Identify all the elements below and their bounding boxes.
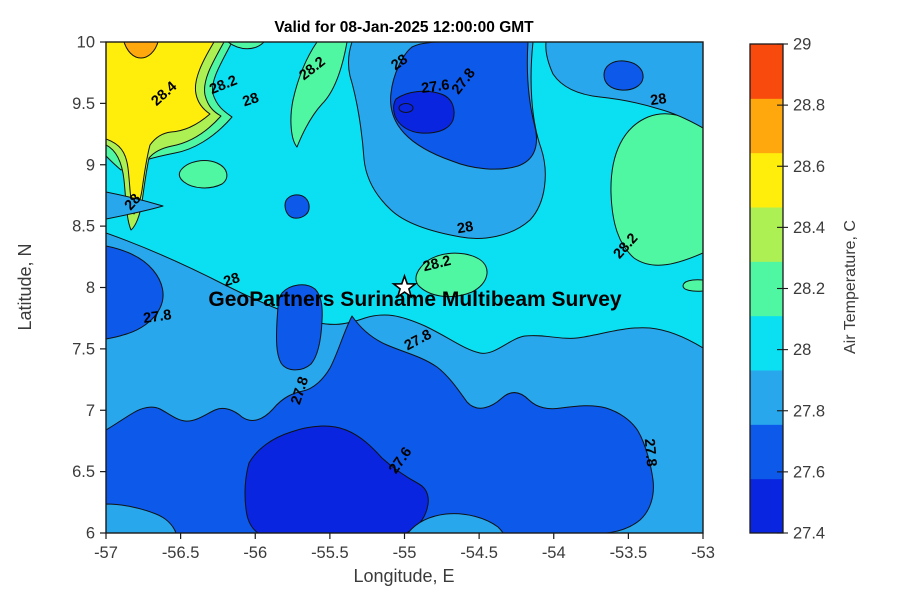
x-tick-label: -54 <box>542 544 566 562</box>
x-tick-label: -53.5 <box>610 544 648 562</box>
contour-region <box>244 425 429 533</box>
y-tick-label: 10 <box>77 34 95 52</box>
contour-region <box>106 315 654 533</box>
contour-label: 28 <box>389 52 411 74</box>
x-tick-label: -55 <box>393 544 417 562</box>
contour-region <box>407 513 504 533</box>
x-tick-label: -54.5 <box>460 544 498 562</box>
colorbar-tick-label: 27.8 <box>793 402 825 420</box>
x-tick-label: -56.5 <box>162 544 200 562</box>
colorbar-band <box>750 207 783 262</box>
colorbar-tick-label: 28.6 <box>793 158 825 176</box>
y-tick-label: 9 <box>86 156 95 174</box>
contour-label: 28 <box>241 90 261 110</box>
contour-region <box>398 103 414 113</box>
colorbar-band <box>750 152 783 208</box>
contour-region <box>106 503 177 533</box>
x-axis-label: Longitude, E <box>353 566 454 586</box>
contour-region <box>106 245 164 340</box>
colorbar-band <box>750 98 783 154</box>
contour-region <box>682 279 703 292</box>
colorbar-label: Air Temperature, C <box>842 220 859 354</box>
y-tick-label: 8.5 <box>72 218 95 236</box>
x-tick-label: -55.5 <box>311 544 349 562</box>
contour-label: 27.8 <box>641 438 659 468</box>
colorbar-band <box>750 315 783 371</box>
y-axis-ticks: 6 6.5 7 7.5 8 8.5 9 9.5 10 <box>72 34 106 543</box>
contour-label: 28.2 <box>421 253 452 275</box>
x-tick-label: -56 <box>243 544 267 562</box>
x-tick-label: -53 <box>691 544 715 562</box>
y-tick-label: 7 <box>86 402 95 420</box>
contour-region <box>178 160 228 189</box>
colorbar-tick-label: 29 <box>793 36 811 54</box>
x-axis-ticks: -57 -56.5 -56 -55.5 -55 -54.5 -54 -53.5 -53 <box>94 533 715 562</box>
colorbar-tick-label: 28.4 <box>793 219 825 237</box>
colorbar-band <box>750 478 783 534</box>
x-tick-label: -57 <box>94 544 118 562</box>
contour-label: 27.6 <box>420 77 450 97</box>
contour-region <box>106 42 215 215</box>
colorbar-tick-label: 28.2 <box>793 280 825 298</box>
y-tick-label: 9.5 <box>72 95 95 113</box>
y-tick-label: 6.5 <box>72 463 95 481</box>
colorbar-tick-label: 27.4 <box>793 525 825 543</box>
contour-region <box>603 60 644 91</box>
contour-regions <box>106 42 703 533</box>
contour-label: 28 <box>649 91 667 109</box>
y-tick-label: 6 <box>86 525 95 543</box>
colorbar-band <box>750 424 783 480</box>
star-marker <box>391 273 418 299</box>
contour-region <box>290 42 348 148</box>
colorbar-tick-label: 28.8 <box>793 97 825 115</box>
contour-region <box>390 42 537 170</box>
contour-region <box>415 252 488 298</box>
colorbar-band <box>750 370 783 425</box>
colorbar-band <box>750 44 783 99</box>
contour-region <box>106 191 164 220</box>
contour-region <box>123 42 159 59</box>
colorbar-tick-label: 28 <box>793 341 811 359</box>
contour-label: 28 <box>222 270 242 290</box>
contour-label: 28 <box>456 219 475 238</box>
contour-region <box>276 284 323 371</box>
contour-label: 27.8 <box>142 307 172 327</box>
y-tick-label: 7.5 <box>72 340 95 358</box>
survey-annotation: GeoPartners Suriname Multibeam Survey <box>208 288 621 311</box>
contour-region <box>393 90 455 134</box>
colorbar-tick-label: 27.6 <box>793 463 825 481</box>
y-tick-label: 8 <box>86 279 95 297</box>
plot-title: Valid for 08-Jan-2025 12:00:00 GMT <box>274 19 534 36</box>
y-axis-label: Latitude, N <box>15 243 35 330</box>
contour-region <box>284 194 310 219</box>
colorbar: 27.4 27.6 27.8 28 28.2 28.4 28.6 28.8 29 <box>749 36 825 543</box>
